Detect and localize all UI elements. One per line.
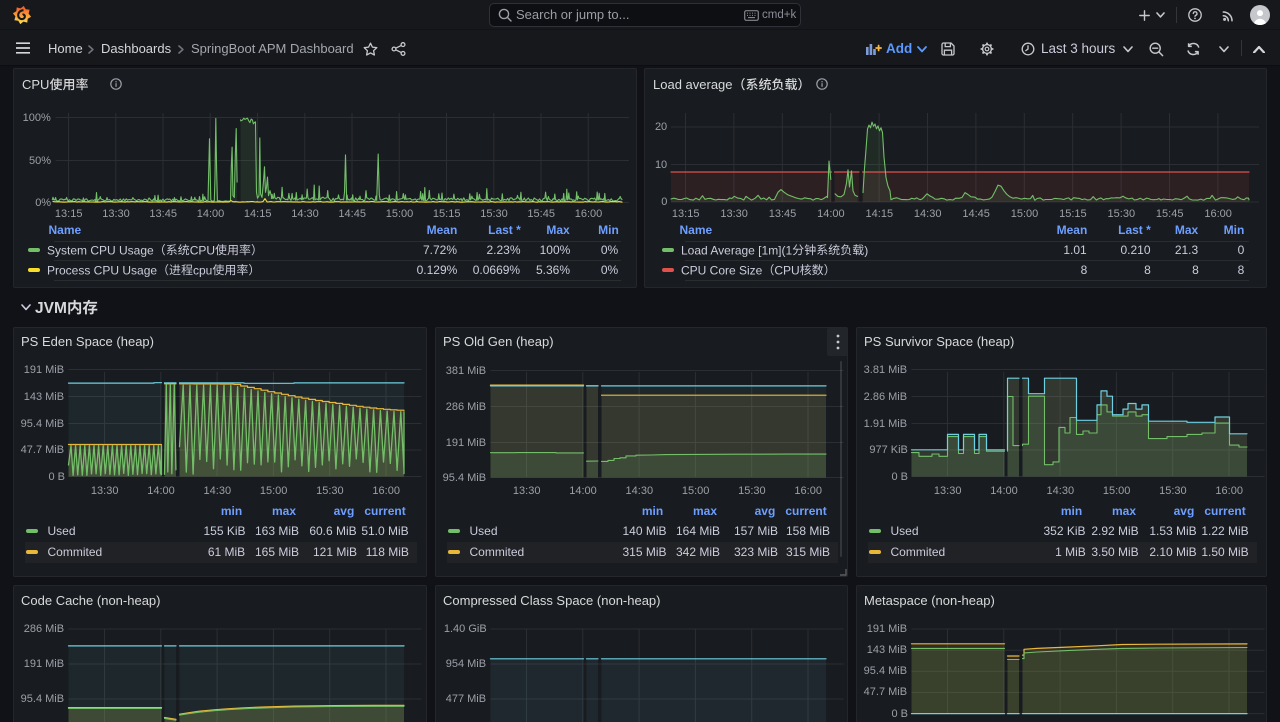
svg-text:JVM: JVM: [35, 300, 67, 317]
svg-text:CPU: CPU: [774, 263, 799, 277]
svg-text:CPU: CPU: [189, 243, 214, 257]
svg-text:System CPU Usage: System CPU Usage: [47, 243, 154, 257]
svg-text:Load average: Load average: [653, 77, 733, 92]
svg-text:Load Average [1m](1: Load Average [1m](1: [681, 243, 793, 257]
svg-text:Process CPU Usage: Process CPU Usage: [47, 263, 157, 277]
svg-text:CPU: CPU: [22, 77, 49, 92]
svg-text:cpu: cpu: [193, 263, 212, 277]
svg-text:CPU Core Size: CPU Core Size: [681, 263, 763, 277]
svg-text:): ): [864, 243, 868, 257]
